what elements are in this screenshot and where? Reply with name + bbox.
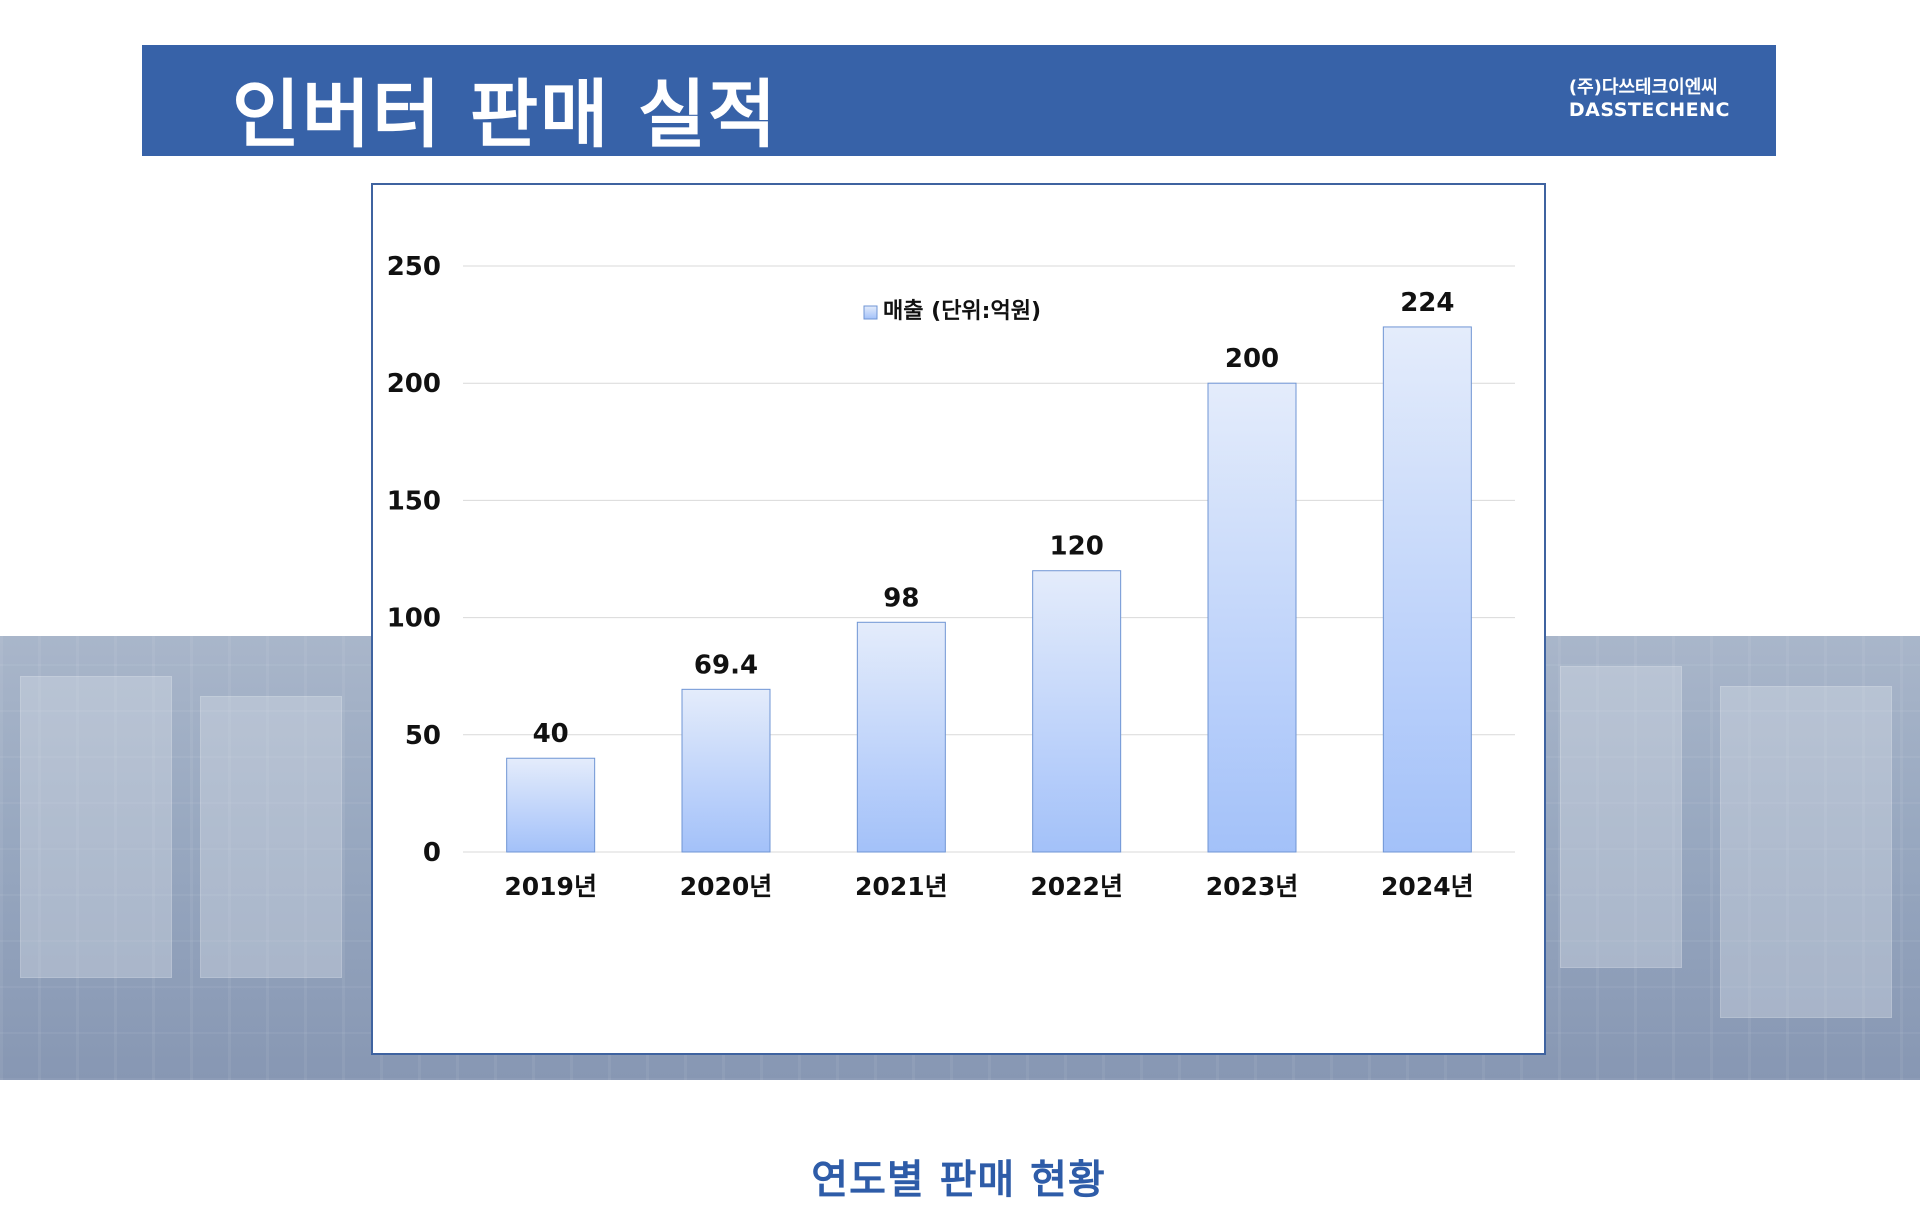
x-tick-label: 2020년	[680, 872, 773, 901]
y-tick-label: 250	[387, 252, 441, 282]
y-tick-label: 100	[387, 604, 441, 634]
y-tick-label: 150	[387, 486, 441, 516]
legend-swatch	[863, 305, 878, 320]
data-label: 69.4	[694, 650, 758, 680]
x-tick-label: 2024년	[1381, 872, 1474, 901]
bar	[1032, 570, 1122, 853]
y-tick-label: 0	[423, 838, 441, 868]
y-tick-label: 200	[387, 369, 441, 399]
data-label: 120	[1050, 532, 1104, 562]
background-cabinet-panel	[1560, 666, 1682, 968]
bar	[1382, 326, 1472, 853]
bar	[681, 688, 771, 853]
data-label: 224	[1400, 288, 1454, 318]
bar	[856, 621, 946, 853]
data-label: 98	[883, 583, 919, 613]
page-title: 인버터 판매 실적	[232, 72, 779, 158]
chart-container: 0 50 100 150 200 250 40 2019년 69.4 2020년 98 2021년 12…	[371, 183, 1546, 1203]
x-tick-label: 2022년	[1030, 872, 1123, 901]
legend-label: 매출 (단위:억원)	[883, 299, 1041, 324]
x-tick-label: 2019년	[504, 872, 597, 901]
company-name-english: DASSTECHENC	[1568, 99, 1730, 121]
background-cabinet-panel	[1720, 686, 1892, 1018]
header-bar: 인버터 판매 실적 (주)다쓰테크이엔씨 DASSTECHENC	[142, 45, 1776, 158]
data-label: 40	[533, 719, 569, 749]
bar	[1207, 382, 1297, 853]
background-cabinet-panel	[20, 676, 172, 978]
bar	[506, 757, 596, 853]
x-tick-label: 2023년	[1206, 872, 1299, 901]
bar-chart: 0 50 100 150 200 250 40 2019년 69.4 2020년 98 2021년 12…	[387, 252, 1515, 901]
x-tick-label: 2021년	[855, 872, 948, 901]
background-cabinet-panel	[200, 696, 342, 978]
company-logo-text: (주)다쓰테크이엔씨 DASSTECHENC	[1569, 77, 1730, 121]
data-label: 200	[1225, 344, 1279, 374]
y-tick-label: 50	[405, 721, 441, 751]
chart-title: 연도별 판매 현황	[811, 1157, 1106, 1203]
company-name-korean: (주)다쓰테크이엔씨	[1568, 77, 1718, 98]
